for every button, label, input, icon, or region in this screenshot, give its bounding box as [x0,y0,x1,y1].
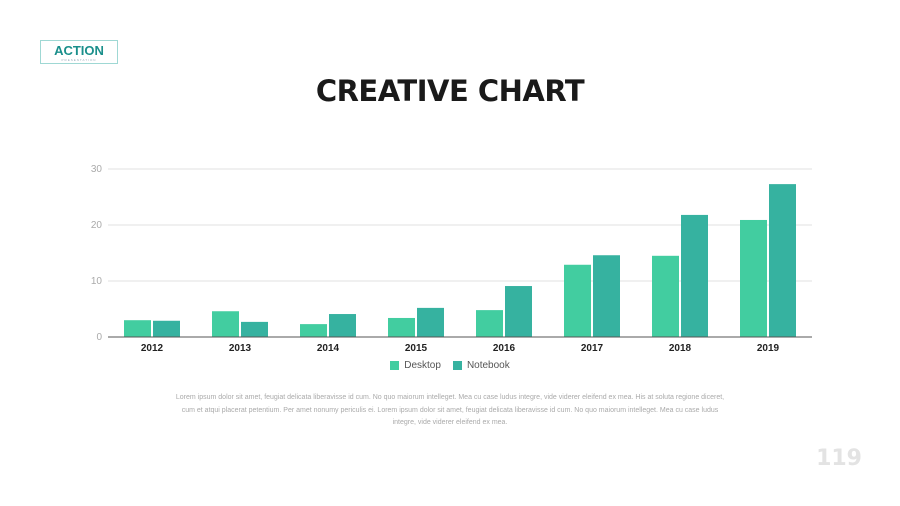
page-number: 119 [816,446,862,471]
bar-notebook-2012 [153,320,180,337]
bar-notebook-2019 [769,184,796,337]
body-text: Lorem ipsum dolor sit amet, feugiat deli… [175,394,725,426]
legend-swatch-notebook [452,361,462,370]
logo-subtext: PRESENTATION [61,58,97,62]
x-tick-label: 2019 [757,343,780,354]
bar-notebook-2013 [241,321,268,337]
y-tick-label: 10 [91,276,103,287]
chart-legend: Desktop Notebook [0,360,900,371]
x-tick-label: 2018 [669,343,692,354]
bar-desktop-2013 [212,311,239,337]
x-tick-label: 2014 [317,343,340,354]
bar-desktop-2019 [740,219,767,337]
x-tick-label: 2012 [141,343,164,354]
bar-notebook-2014 [329,314,356,337]
page-title: CREATIVE CHART [315,74,585,108]
bar-desktop-2012 [124,320,151,337]
legend-item-notebook: Notebook [452,360,510,371]
logo: ACTION PRESENTATION [40,40,118,64]
bar-desktop-2015 [388,317,415,337]
x-tick-label: 2015 [405,343,428,354]
x-tick-label: 2016 [493,343,516,354]
x-tick-label: 2013 [229,343,252,354]
bar-notebook-2017 [593,255,620,337]
bar-notebook-2018 [681,214,708,337]
legend-label: Desktop [404,360,441,371]
bar-desktop-2014 [300,324,327,337]
legend-item-desktop: Desktop [390,360,441,371]
y-tick-label: 0 [96,332,102,343]
bar-notebook-2015 [417,307,444,337]
x-tick-label: 2017 [581,343,604,354]
bar-desktop-2017 [564,264,591,337]
legend-label: Notebook [466,360,510,371]
bar-notebook-2016 [505,286,532,337]
y-tick-label: 30 [91,164,103,175]
bar-desktop-2018 [652,255,679,337]
bar-desktop-2016 [476,310,503,337]
logo-text: ACTION [54,43,104,58]
y-tick-label: 20 [91,220,103,231]
legend-swatch-desktop [390,361,400,370]
